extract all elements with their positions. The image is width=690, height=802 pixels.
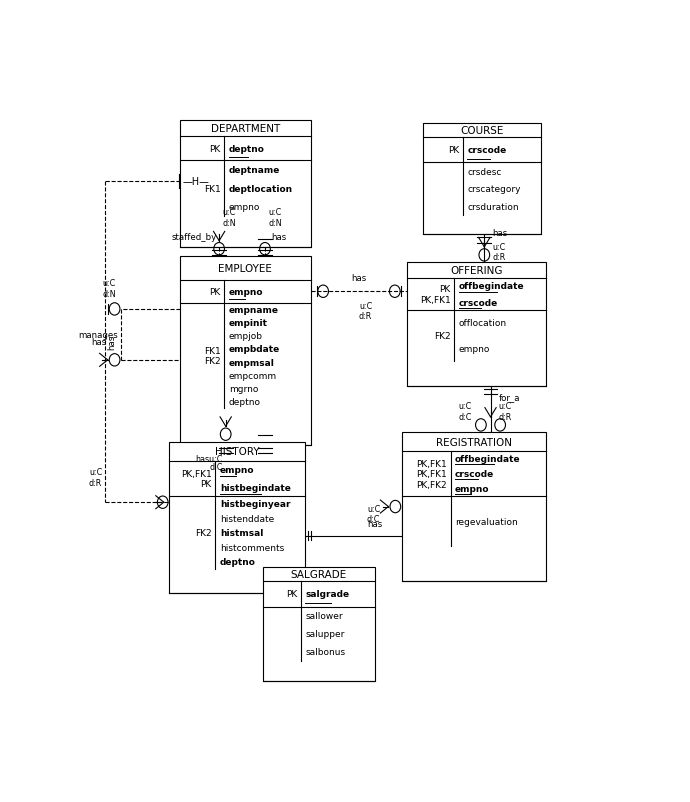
Text: empinit: empinit [228, 318, 268, 328]
Text: offlocation: offlocation [459, 319, 506, 328]
Bar [180, 257, 311, 281]
Text: DEPARTMENT: DEPARTMENT [210, 124, 280, 134]
Text: crsduration: crsduration [467, 202, 519, 212]
Text: deptno: deptno [228, 398, 261, 407]
Text: has: has [493, 229, 508, 238]
Bar [423, 124, 541, 138]
Text: salupper: salupper [305, 630, 344, 638]
Text: PK
PK,FK1: PK PK,FK1 [420, 285, 451, 304]
Text: FK1
FK2: FK1 FK2 [204, 346, 221, 366]
Bar [263, 567, 375, 681]
Bar [263, 567, 375, 581]
Text: offbegindate: offbegindate [455, 455, 521, 464]
Text: empbdate: empbdate [228, 345, 280, 354]
Text: empno: empno [459, 344, 490, 354]
Text: u:C
d:R: u:C d:R [499, 402, 512, 421]
Text: empcomm: empcomm [228, 371, 277, 380]
Text: has: has [367, 520, 383, 529]
Text: PK: PK [209, 144, 221, 153]
Text: empname: empname [228, 306, 279, 314]
Text: OFFERING: OFFERING [451, 265, 503, 276]
Text: has: has [108, 334, 117, 350]
Bar [423, 124, 541, 235]
Text: crsdesc: crsdesc [467, 168, 502, 176]
Text: u:C
d:N: u:C d:N [102, 279, 116, 298]
Text: manages: manages [79, 330, 119, 339]
Text: offbegindate: offbegindate [459, 282, 524, 291]
Text: d:C: d:C [210, 463, 223, 472]
Bar [180, 257, 311, 445]
Text: has: has [92, 338, 107, 346]
Text: deptlocation: deptlocation [228, 184, 293, 193]
Text: u:C
d:C: u:C d:C [458, 402, 472, 421]
Text: regevaluation: regevaluation [455, 516, 518, 526]
Text: histbeginyear: histbeginyear [220, 500, 290, 508]
Text: histenddate: histenddate [220, 514, 274, 523]
Text: HISTORY: HISTORY [215, 447, 259, 456]
Text: staffed_by: staffed_by [171, 233, 217, 241]
Bar [407, 263, 546, 278]
Bar [402, 433, 546, 452]
Text: EMPLOYEE: EMPLOYEE [219, 264, 273, 273]
Text: REGISTRATION: REGISTRATION [436, 437, 512, 447]
Text: u:C
d:R: u:C d:R [89, 468, 102, 487]
Text: histcomments: histcomments [220, 543, 284, 553]
Text: mgrno: mgrno [228, 385, 258, 394]
Text: has: has [351, 273, 366, 282]
Text: u:C
d:N: u:C d:N [268, 209, 282, 228]
Bar [407, 263, 546, 387]
Text: histmsal: histmsal [220, 529, 263, 537]
Text: salgrade: salgrade [305, 589, 349, 598]
Text: deptname: deptname [228, 166, 280, 175]
Text: crscode: crscode [459, 298, 498, 307]
Text: PK,FK1
PK: PK,FK1 PK [181, 469, 212, 488]
Text: crscategory: crscategory [467, 185, 521, 194]
Bar [180, 121, 311, 137]
Text: PK,FK1
PK,FK1
PK,FK2: PK,FK1 PK,FK1 PK,FK2 [416, 459, 447, 489]
Text: has: has [271, 233, 286, 241]
Text: FK2: FK2 [434, 332, 451, 341]
Text: empmsal: empmsal [228, 358, 275, 367]
Text: u:C
d:N: u:C d:N [222, 209, 236, 228]
Bar [402, 433, 546, 581]
Text: u:C
d:R: u:C d:R [359, 301, 372, 321]
Text: empno: empno [220, 465, 255, 475]
Bar [180, 121, 311, 248]
Text: —H—: —H— [182, 176, 209, 187]
Text: sallower: sallower [305, 612, 343, 621]
Text: deptno: deptno [228, 144, 264, 153]
Text: PK: PK [448, 146, 460, 155]
Text: COURSE: COURSE [460, 126, 504, 136]
Text: for_a: for_a [499, 393, 520, 402]
Text: empno: empno [228, 203, 260, 212]
Text: crscode: crscode [455, 469, 494, 479]
Text: hasu:C: hasu:C [196, 455, 223, 464]
Text: PK: PK [286, 589, 297, 598]
Bar [169, 442, 306, 593]
Bar [169, 442, 306, 461]
Text: histbegindate: histbegindate [220, 484, 290, 492]
Text: PK: PK [209, 287, 221, 297]
Text: u:C
d:R: u:C d:R [493, 242, 506, 262]
Text: salbonus: salbonus [305, 647, 345, 657]
Text: deptno: deptno [220, 557, 256, 567]
Text: FK1: FK1 [204, 184, 221, 193]
Text: u:C
d:C: u:C d:C [367, 504, 380, 524]
Text: FK2: FK2 [195, 529, 212, 537]
Text: SALGRADE: SALGRADE [290, 569, 347, 579]
Text: empno: empno [228, 287, 263, 297]
Text: empjob: empjob [228, 332, 263, 341]
Text: crscode: crscode [467, 146, 506, 155]
Text: empno: empno [455, 484, 490, 494]
